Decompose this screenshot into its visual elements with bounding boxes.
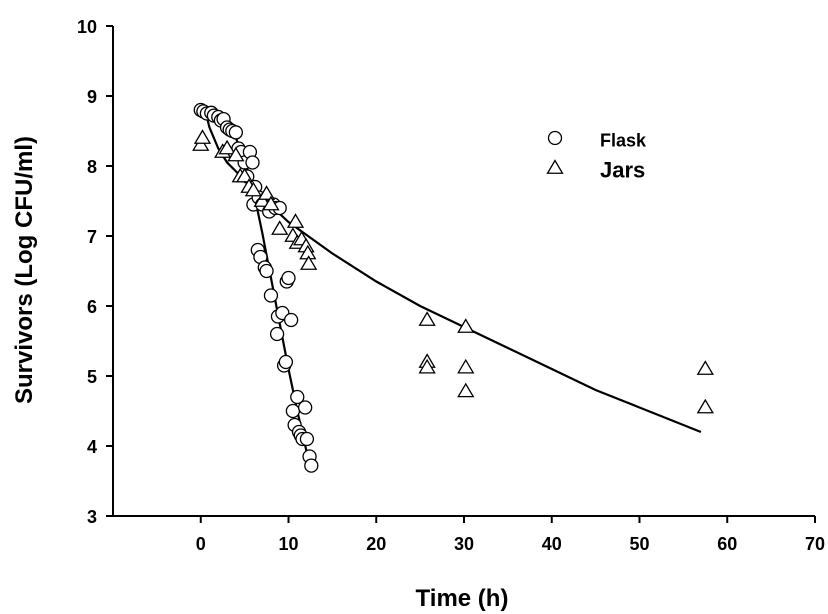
legend-label-flask: Flask: [600, 130, 647, 150]
y-tick-label: 5: [87, 367, 97, 387]
jars-point: [696, 360, 714, 375]
y-tick-label: 3: [87, 507, 97, 527]
flask-point: [281, 270, 296, 286]
jars-point: [696, 398, 714, 414]
flask-point: [259, 263, 274, 279]
flask-point: [298, 400, 313, 415]
x-tick-label: 20: [366, 534, 386, 554]
legend-marker-jars: [546, 159, 564, 174]
y-tick-label: 9: [87, 87, 97, 107]
y-tick-label: 6: [87, 297, 97, 317]
x-tick-label: 60: [717, 534, 737, 554]
jars-point: [257, 185, 276, 200]
flask-point: [278, 354, 294, 370]
x-axis-title: Time (h): [416, 585, 509, 612]
x-tick-label: 30: [454, 534, 474, 554]
jars-point: [457, 382, 475, 398]
y-tick-label: 10: [77, 17, 97, 37]
axes: 0 10 20 30 40 50 60 70 3 4 5 6 7 8 9 10: [77, 17, 825, 554]
jars-point: [300, 255, 318, 270]
jars-point: [457, 358, 475, 374]
y-tick-label: 4: [87, 437, 97, 457]
jars-point: [227, 146, 245, 162]
flask-point: [290, 389, 305, 405]
jars-point: [235, 167, 254, 183]
jars-point: [418, 358, 436, 374]
jars-point: [244, 181, 263, 197]
flask-point: [263, 288, 279, 303]
jars-point: [286, 213, 305, 228]
flask-point: [283, 312, 299, 328]
jars-point: [457, 318, 475, 333]
jars-point: [193, 129, 212, 144]
jars-point: [218, 139, 236, 155]
x-tick-label: 10: [278, 534, 298, 554]
y-axis-title: Survivors (Log CFU/ml): [11, 136, 38, 404]
legend-marker-flask: [547, 130, 563, 146]
flask-point: [245, 155, 260, 170]
legend-label-jars: Jars: [600, 158, 645, 183]
y-tick-label: 7: [87, 227, 97, 247]
jars-point: [418, 311, 436, 326]
flask-point: [299, 431, 315, 447]
x-tick-label: 40: [542, 534, 562, 554]
x-tick-label: 0: [196, 534, 206, 554]
y-tick-label: 8: [87, 157, 97, 177]
jars-point: [271, 220, 289, 235]
flask-point: [269, 326, 285, 342]
flask-point: [285, 403, 301, 419]
x-tick-label: 50: [629, 534, 649, 554]
data-markers: [192, 102, 714, 473]
jars-point: [262, 195, 280, 211]
legend: Flask Jars: [546, 130, 647, 183]
flask-point: [304, 458, 319, 473]
flask-point: [228, 125, 244, 140]
x-tick-label: 70: [805, 534, 825, 554]
